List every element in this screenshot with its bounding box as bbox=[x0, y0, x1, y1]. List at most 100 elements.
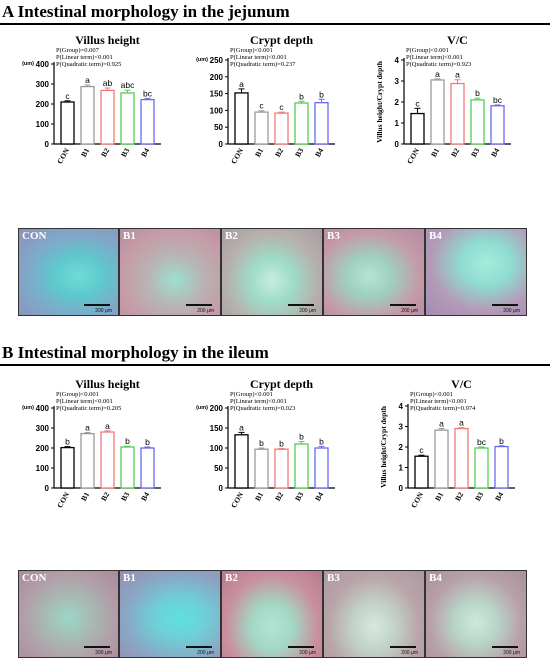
y-tick-label: 200 bbox=[36, 444, 50, 453]
significance-letter: b bbox=[319, 436, 324, 446]
chart-title: Villus height bbox=[75, 377, 140, 391]
bar bbox=[470, 99, 485, 145]
bar bbox=[450, 82, 465, 145]
category-label: B3 bbox=[119, 146, 131, 158]
stat-line: P(Group)<0.001 bbox=[410, 391, 453, 398]
section-a-title: A Intestinal morphology in the jejunum bbox=[2, 2, 290, 21]
histology-label: B2 bbox=[225, 572, 238, 584]
significance-letter: a bbox=[239, 79, 244, 89]
significance-letter: bc bbox=[143, 88, 153, 98]
histology-label: B1 bbox=[123, 572, 136, 584]
stat-line: P(Quadratic term)=0.974 bbox=[410, 405, 476, 412]
significance-letter: a bbox=[435, 69, 440, 79]
stat-line: P(Quadratic term)=0.023 bbox=[230, 405, 295, 412]
bar bbox=[494, 445, 509, 489]
y-tick-label: 4 bbox=[395, 56, 400, 65]
bar bbox=[254, 448, 269, 489]
category-label: B1 bbox=[433, 490, 445, 502]
y-tick-label: 150 bbox=[210, 90, 224, 99]
bar bbox=[140, 98, 155, 145]
bar bbox=[410, 112, 425, 145]
y-tick-label: 0 bbox=[219, 140, 224, 149]
jejunum-histology-row: CON 200 μm B1 200 μm B2 200 μm B3 200 μm… bbox=[18, 228, 549, 316]
stat-line: P(Group)<0.001 bbox=[56, 391, 99, 398]
significance-letter: b bbox=[299, 91, 304, 101]
bar bbox=[474, 447, 489, 489]
y-axis-label: Villus height/Crypt depth bbox=[379, 405, 388, 488]
significance-letter: c bbox=[65, 91, 70, 101]
stat-line: P(Group)=0.007 bbox=[56, 47, 100, 54]
scale-label: 200 μm bbox=[503, 650, 520, 656]
histology-label: CON bbox=[22, 572, 47, 584]
scale-bar bbox=[492, 304, 518, 306]
stat-line: P(Linear term)<0.001 bbox=[56, 398, 113, 405]
histology-label: B3 bbox=[327, 572, 340, 584]
significance-letter: b bbox=[279, 438, 284, 448]
unit-label: (um) bbox=[196, 405, 208, 411]
histology-label: B4 bbox=[429, 572, 442, 584]
category-label: B1 bbox=[79, 490, 91, 502]
histology-panel: B3 200 μm bbox=[323, 570, 425, 658]
scale-label: 200 μm bbox=[95, 650, 112, 656]
histology-label: B4 bbox=[429, 230, 442, 242]
unit-label: (um) bbox=[22, 61, 34, 67]
scale-bar bbox=[492, 646, 518, 648]
histology-label: B1 bbox=[123, 230, 136, 242]
y-tick-label: 100 bbox=[36, 464, 50, 473]
unit-label: (um) bbox=[22, 405, 34, 411]
significance-letter: bc bbox=[477, 437, 487, 447]
scale-bar bbox=[186, 646, 212, 648]
y-tick-label: 200 bbox=[210, 73, 224, 82]
bar bbox=[254, 111, 269, 145]
stat-line: P(Quadratic term)=0.205 bbox=[56, 405, 121, 412]
chart-title: Crypt depth bbox=[250, 33, 313, 47]
chart-title: Crypt depth bbox=[250, 377, 313, 391]
category-label: B2 bbox=[273, 146, 285, 158]
category-label: B4 bbox=[493, 490, 505, 502]
bar bbox=[60, 446, 75, 489]
significance-letter: c bbox=[415, 98, 420, 108]
stat-line: P(Group)<0.001 bbox=[406, 47, 449, 54]
significance-letter: c bbox=[419, 445, 424, 455]
bar bbox=[120, 92, 135, 145]
scale-bar bbox=[288, 646, 314, 648]
significance-letter: b bbox=[145, 437, 150, 447]
y-tick-label: 2 bbox=[399, 443, 404, 452]
y-tick-label: 0 bbox=[45, 484, 50, 493]
bar bbox=[234, 92, 249, 145]
y-tick-label: 300 bbox=[36, 424, 50, 433]
chart-title: V/C bbox=[447, 33, 468, 47]
bar bbox=[430, 79, 445, 145]
scale-label: 200 μm bbox=[197, 650, 214, 656]
stat-line: P(Group)<0.001 bbox=[230, 47, 273, 54]
scale-bar bbox=[84, 304, 110, 306]
y-tick-label: 100 bbox=[36, 120, 50, 129]
y-tick-label: 1 bbox=[399, 464, 404, 473]
ileum-histology-row: CON 200 μm B1 200 μm B2 200 μm B3 200 μm… bbox=[18, 570, 549, 658]
category-label: B2 bbox=[99, 490, 111, 502]
y-tick-label: 400 bbox=[36, 404, 50, 413]
category-label: B1 bbox=[79, 146, 91, 158]
category-label: B2 bbox=[449, 146, 461, 158]
scale-label: 200 μm bbox=[401, 650, 418, 656]
category-label: B4 bbox=[313, 490, 325, 502]
category-label: CON bbox=[55, 146, 71, 165]
bar bbox=[80, 432, 95, 489]
bar bbox=[120, 446, 135, 489]
category-label: CON bbox=[405, 146, 421, 165]
y-tick-label: 3 bbox=[399, 423, 404, 432]
significance-letter: b bbox=[259, 438, 264, 448]
significance-letter: a bbox=[85, 75, 90, 85]
section-a-rule bbox=[0, 23, 550, 25]
histology-panel: B2 200 μm bbox=[221, 228, 323, 316]
chart-title: V/C bbox=[451, 377, 472, 391]
category-label: CON bbox=[229, 146, 245, 165]
category-label: B3 bbox=[473, 490, 485, 502]
category-label: B1 bbox=[253, 490, 265, 502]
scale-label: 200 μm bbox=[299, 308, 316, 314]
scale-bar bbox=[390, 646, 416, 648]
